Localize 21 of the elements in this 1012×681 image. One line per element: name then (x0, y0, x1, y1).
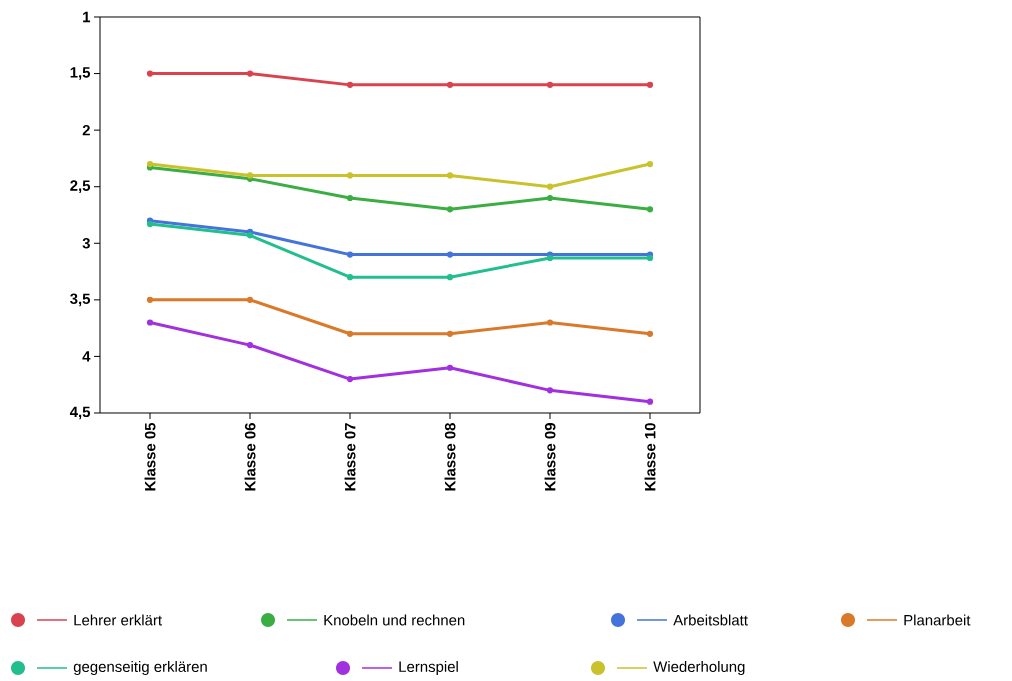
y-tick-label: 1 (83, 11, 91, 23)
legend-label: Lernspiel (399, 661, 458, 675)
legend-label: Wiederholung (653, 661, 745, 675)
legend-label: Planarbeit (904, 614, 971, 626)
legend-label: gegenseitig erklären (73, 661, 207, 675)
y-tick-label: 2 (82, 124, 90, 136)
y-tick-label: 4 (82, 351, 91, 362)
y-tick-label: 3 (82, 237, 90, 249)
legend-label: Lehrer erklärt (74, 614, 162, 626)
y-tick-label: 3,5 (70, 293, 91, 307)
x-tick-label: Klasse 07 (344, 423, 356, 491)
x-tick-label: Klasse 08 (444, 423, 456, 491)
x-tick-label: Klasse 06 (244, 423, 256, 491)
y-tick-label: 4,5 (69, 406, 91, 420)
y-tick-label: 2,5 (70, 180, 91, 194)
y-tick-label: 1,5 (70, 67, 91, 80)
legend-label: Knobeln und rechnen (324, 614, 465, 626)
x-tick-label: Klasse 09 (544, 423, 556, 491)
x-tick-label: Klasse 05 (144, 422, 156, 491)
legend-label: Arbeitsblatt (673, 614, 748, 626)
x-tick-label: Klasse 10 (644, 423, 656, 491)
